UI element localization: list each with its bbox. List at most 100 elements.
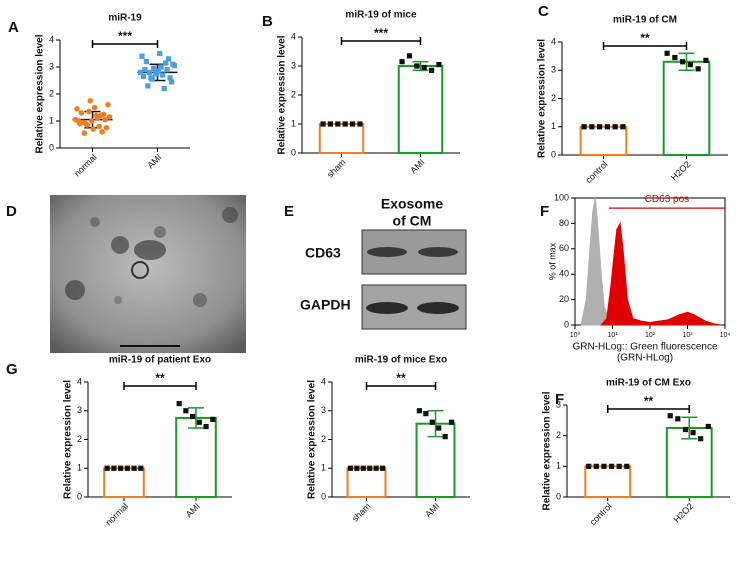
point	[624, 463, 630, 469]
y-tick-label: 1	[556, 461, 561, 471]
point	[423, 411, 429, 417]
point	[87, 97, 94, 104]
x-tick-label: AMI	[423, 501, 441, 519]
error-bar	[412, 60, 429, 72]
point	[687, 62, 693, 68]
bar	[318, 123, 365, 154]
point	[74, 106, 80, 112]
blot-row-label: CD63	[305, 245, 341, 261]
point	[77, 120, 83, 127]
point	[143, 59, 150, 65]
point	[428, 67, 435, 73]
y-tick-label: 4	[49, 34, 54, 44]
chart-title: miR-19 of CM	[613, 15, 677, 26]
point	[667, 413, 673, 419]
point	[414, 63, 420, 69]
y-tick-label: 4	[291, 31, 296, 41]
point	[421, 64, 427, 71]
point	[124, 465, 130, 471]
y-tick-label: 4	[551, 36, 556, 46]
y-tick-label: 0	[321, 491, 326, 501]
y-axis-label: Relative expression level	[537, 39, 548, 158]
point	[354, 465, 360, 471]
panel-letter: G	[6, 361, 18, 378]
point	[672, 54, 678, 61]
y-axis-label: % of max	[547, 242, 557, 280]
y-axis-label: Relative expression level	[542, 391, 553, 510]
y-tick-label: 0	[556, 491, 561, 501]
x-tick-label: 10²	[645, 332, 656, 339]
x-tick-label: AMI	[145, 152, 163, 170]
point	[176, 400, 182, 407]
point	[105, 102, 111, 108]
error-bar	[681, 416, 698, 440]
point	[196, 419, 202, 425]
y-axis-label: Relative expression level	[35, 34, 46, 153]
y-tick-label: 2	[551, 93, 556, 103]
point	[360, 465, 366, 471]
point	[616, 463, 622, 469]
x-tick-label: 10³	[682, 332, 693, 339]
point	[675, 416, 681, 422]
x-tick-label: control	[583, 159, 609, 185]
y-tick-label: 80	[559, 218, 569, 228]
chart-title: miR-19 of patient Exo	[109, 355, 211, 366]
point	[91, 104, 98, 111]
point	[436, 425, 442, 431]
y-tick-label: 0	[49, 142, 54, 152]
point	[164, 67, 170, 73]
point	[347, 465, 353, 471]
panel-letter: A	[8, 19, 19, 36]
chart-title: miR-19 of mice Exo	[355, 355, 447, 366]
point	[140, 73, 147, 80]
x-tick-label: AMI	[184, 501, 202, 519]
panel-letter: B	[262, 13, 273, 30]
bar	[415, 422, 456, 498]
y-tick-label: 3	[49, 61, 54, 71]
y-tick-label: 4	[77, 376, 82, 386]
point	[138, 465, 144, 471]
point	[157, 50, 163, 57]
western-blot: Exosome of CM CD63 GAPDH	[300, 196, 467, 330]
point	[104, 465, 110, 471]
point	[168, 79, 175, 85]
y-tick-label: 3	[291, 60, 296, 70]
significance: **	[644, 394, 654, 408]
y-tick-label: 40	[559, 269, 569, 279]
point	[118, 465, 124, 471]
point	[160, 72, 166, 78]
x-tick-label: 10⁰	[570, 331, 581, 339]
point	[436, 61, 442, 68]
point	[612, 124, 618, 130]
point	[145, 83, 151, 89]
x-axis-label: GRN-HLog:: Green fluorescence	[572, 342, 718, 353]
chart-title: miR-19	[108, 13, 142, 24]
x-tick-label: 10¹	[607, 332, 618, 339]
y-tick-label: 3	[556, 399, 561, 409]
x-tick-label: sham	[350, 501, 373, 524]
panel-letter: D	[6, 203, 17, 220]
point	[601, 463, 607, 469]
blot-row-label: GAPDH	[300, 297, 351, 313]
point	[151, 65, 157, 71]
point	[152, 71, 158, 77]
point	[165, 56, 172, 62]
y-tick-label: 2	[77, 434, 82, 444]
chart-title: miR-19 of CM Exo	[606, 378, 691, 389]
x-tick-label: AMI	[408, 157, 426, 175]
x-tick-label: 10⁴	[720, 332, 731, 339]
point	[705, 423, 711, 430]
significance: **	[396, 371, 406, 385]
significance: ***	[118, 29, 132, 43]
significance: **	[640, 31, 650, 45]
y-tick-label: 1	[551, 121, 556, 131]
y-axis-label: Relative expression level	[277, 35, 288, 154]
point	[327, 121, 334, 127]
point	[142, 67, 148, 73]
histogram-area	[600, 221, 722, 326]
point	[367, 465, 373, 471]
point	[171, 63, 178, 69]
point	[586, 463, 592, 469]
point	[81, 130, 88, 136]
point	[102, 116, 108, 123]
